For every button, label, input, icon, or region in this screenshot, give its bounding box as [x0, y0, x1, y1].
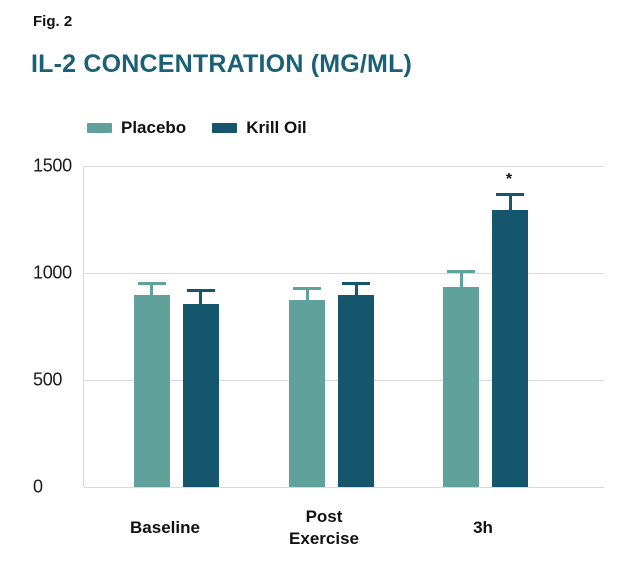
bar-placebo-3h	[443, 286, 479, 487]
bar-krill-oil-post-exercise	[338, 295, 374, 487]
chart-title: IL-2 CONCENTRATION (MG/ML)	[31, 50, 413, 78]
legend-swatch-placebo	[87, 123, 112, 133]
error-bar-stem-placebo-3h	[459, 269, 463, 287]
figure-number-label: Fig. 2	[33, 13, 73, 30]
error-bar-stem-krill-oil-baseline	[199, 289, 202, 305]
error-bar-cap-krill-oil-baseline	[186, 289, 215, 293]
y-tick-label-0: 0	[33, 476, 43, 497]
gridline-1000	[84, 273, 604, 274]
legend-item-krill-oil: Krill Oil	[212, 118, 307, 138]
y-tick-label-500: 500	[33, 369, 63, 390]
error-bar-stem-krill-oil-3h	[508, 192, 512, 210]
error-bar-cap-krill-oil-3h	[496, 192, 524, 196]
significance-asterisk: *	[505, 170, 513, 188]
gridline-0	[84, 487, 604, 488]
x-category-label-post-exercise: Post Exercise	[289, 506, 359, 548]
bar-krill-oil-baseline	[182, 304, 219, 487]
legend-swatch-krill-oil	[212, 123, 238, 133]
x-category-label-3h: 3h	[473, 517, 493, 537]
legend-item-placebo: Placebo	[87, 118, 186, 138]
x-category-label-baseline: Baseline	[130, 517, 200, 537]
bar-krill-oil-3h	[492, 209, 528, 487]
chart-legend: Placebo Krill Oil	[87, 118, 307, 138]
error-bar-stem-placebo-post-exercise	[305, 286, 309, 300]
gridline-1500	[84, 166, 604, 167]
legend-label-krill-oil: Krill Oil	[246, 118, 307, 137]
bar-placebo-baseline	[133, 295, 170, 487]
error-bar-cap-krill-oil-post-exercise	[342, 281, 370, 285]
error-bar-cap-placebo-baseline	[137, 281, 166, 285]
bar-placebo-post-exercise	[289, 299, 325, 487]
y-tick-label-1500: 1500	[33, 155, 72, 176]
legend-label-placebo: Placebo	[121, 118, 187, 137]
error-bar-cap-placebo-3h	[447, 269, 475, 273]
y-tick-label-1000: 1000	[33, 262, 72, 283]
error-bar-stem-krill-oil-post-exercise	[354, 281, 358, 296]
error-bar-cap-placebo-post-exercise	[293, 286, 321, 290]
plot-area	[83, 166, 604, 488]
error-bar-stem-placebo-baseline	[150, 281, 153, 296]
